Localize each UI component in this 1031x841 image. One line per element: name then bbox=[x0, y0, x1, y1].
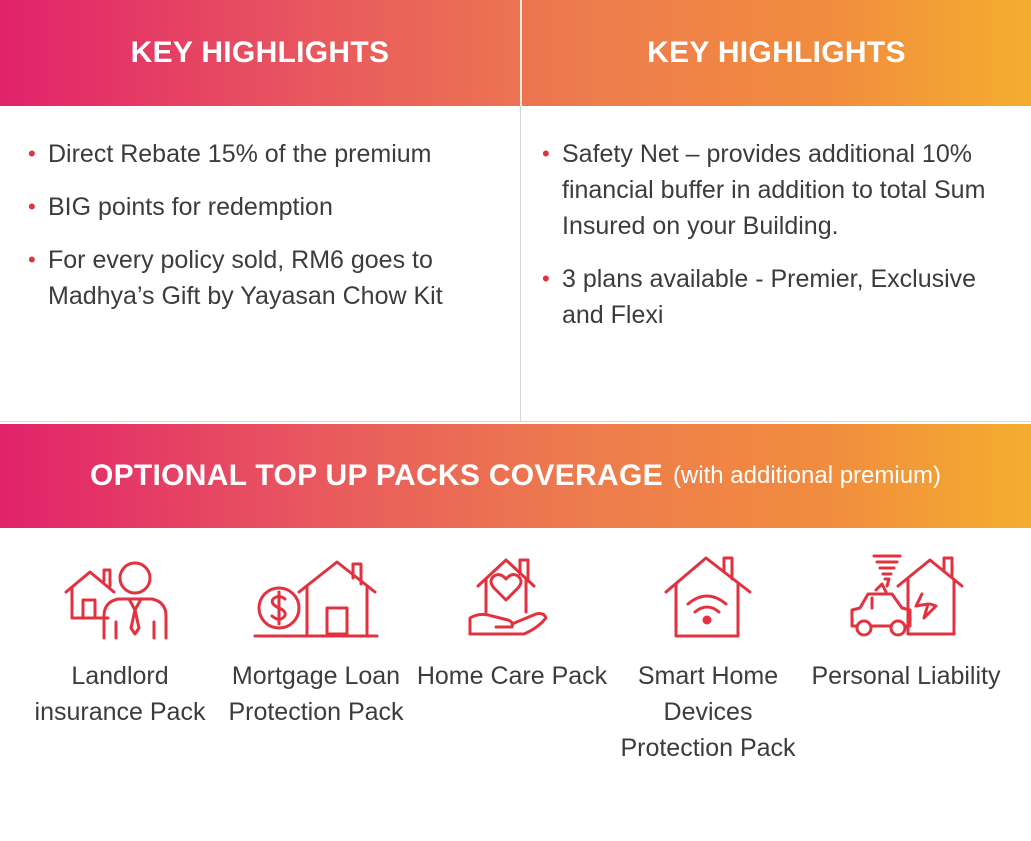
topup-subtitle: (with additional premium) bbox=[672, 462, 942, 489]
pack-home-care: Home Care Pack bbox=[414, 548, 610, 694]
personal-liability-icon bbox=[850, 554, 964, 637]
list-item: Safety Net – provides additional 10% fin… bbox=[542, 136, 1012, 244]
highlights-header-band bbox=[0, 0, 1031, 106]
left-highlights-title: KEY HIGHLIGHTS bbox=[130, 36, 390, 69]
pack-label: Mortgage Loan Protection Pack bbox=[228, 662, 404, 726]
right-highlights-title: KEY HIGHLIGHTS bbox=[647, 36, 906, 69]
list-item: BIG points for redemption bbox=[28, 189, 498, 225]
pack-label: Landlord insurance Pack bbox=[34, 662, 206, 726]
left-highlights-list: Direct Rebate 15% of the premium BIG poi… bbox=[28, 136, 498, 331]
column-divider bbox=[520, 106, 521, 422]
topup-title: OPTIONAL TOP UP PACKS COVERAGE bbox=[89, 459, 663, 492]
list-item: Direct Rebate 15% of the premium bbox=[28, 136, 498, 172]
section-separator bbox=[0, 421, 1031, 422]
topup-header-band: OPTIONAL TOP UP PACKS COVERAGE (with add… bbox=[0, 424, 1031, 528]
smart-home-wifi-icon bbox=[664, 556, 752, 638]
pack-landlord: Landlord insurance Pack bbox=[22, 548, 218, 730]
pack-label: Personal Liability bbox=[811, 662, 1001, 690]
pack-mortgage: Mortgage Loan Protection Pack bbox=[218, 548, 414, 730]
pack-personal-liability: Personal Liability bbox=[808, 548, 1004, 694]
right-highlights-list: Safety Net – provides additional 10% fin… bbox=[542, 136, 1012, 350]
pack-label: Smart Home Devices Protection Pack bbox=[620, 662, 796, 762]
list-item: For every policy sold, RM6 goes to Madhy… bbox=[28, 242, 498, 314]
mortgage-house-icon bbox=[253, 560, 379, 638]
home-care-icon bbox=[468, 558, 548, 636]
landlord-icon bbox=[64, 561, 168, 640]
pack-label: Home Care Pack bbox=[416, 662, 608, 690]
list-item: 3 plans available - Premier, Exclusive a… bbox=[542, 261, 1012, 333]
pack-smart-home: Smart Home Devices Protection Pack bbox=[610, 548, 806, 766]
header-divider bbox=[520, 0, 522, 106]
